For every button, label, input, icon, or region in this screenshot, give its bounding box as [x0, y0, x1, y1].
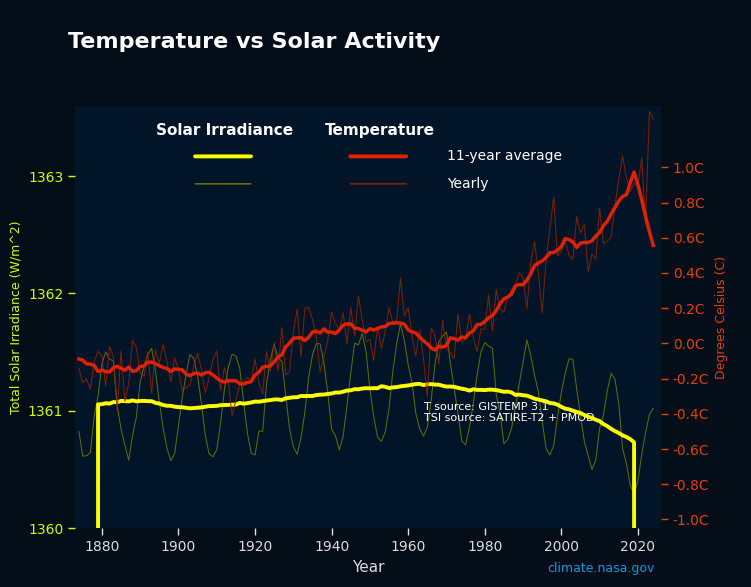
Text: Yearly: Yearly — [447, 177, 489, 191]
Text: 11-year average: 11-year average — [447, 149, 562, 163]
Text: Solar Irradiance: Solar Irradiance — [156, 123, 293, 137]
Text: Temperature: Temperature — [324, 123, 435, 137]
Y-axis label: Degrees Celsius (C): Degrees Celsius (C) — [715, 255, 728, 379]
X-axis label: Year: Year — [351, 559, 385, 575]
Y-axis label: Total Solar Irradiance (W/m^2): Total Solar Irradiance (W/m^2) — [9, 220, 23, 414]
Text: Temperature vs Solar Activity: Temperature vs Solar Activity — [68, 32, 440, 52]
Text: climate.nasa.gov: climate.nasa.gov — [547, 562, 655, 575]
Text: T source: GISTEMP 3.1
TSI source: SATIRE-T2 + PMOD: T source: GISTEMP 3.1 TSI source: SATIRE… — [424, 402, 594, 423]
